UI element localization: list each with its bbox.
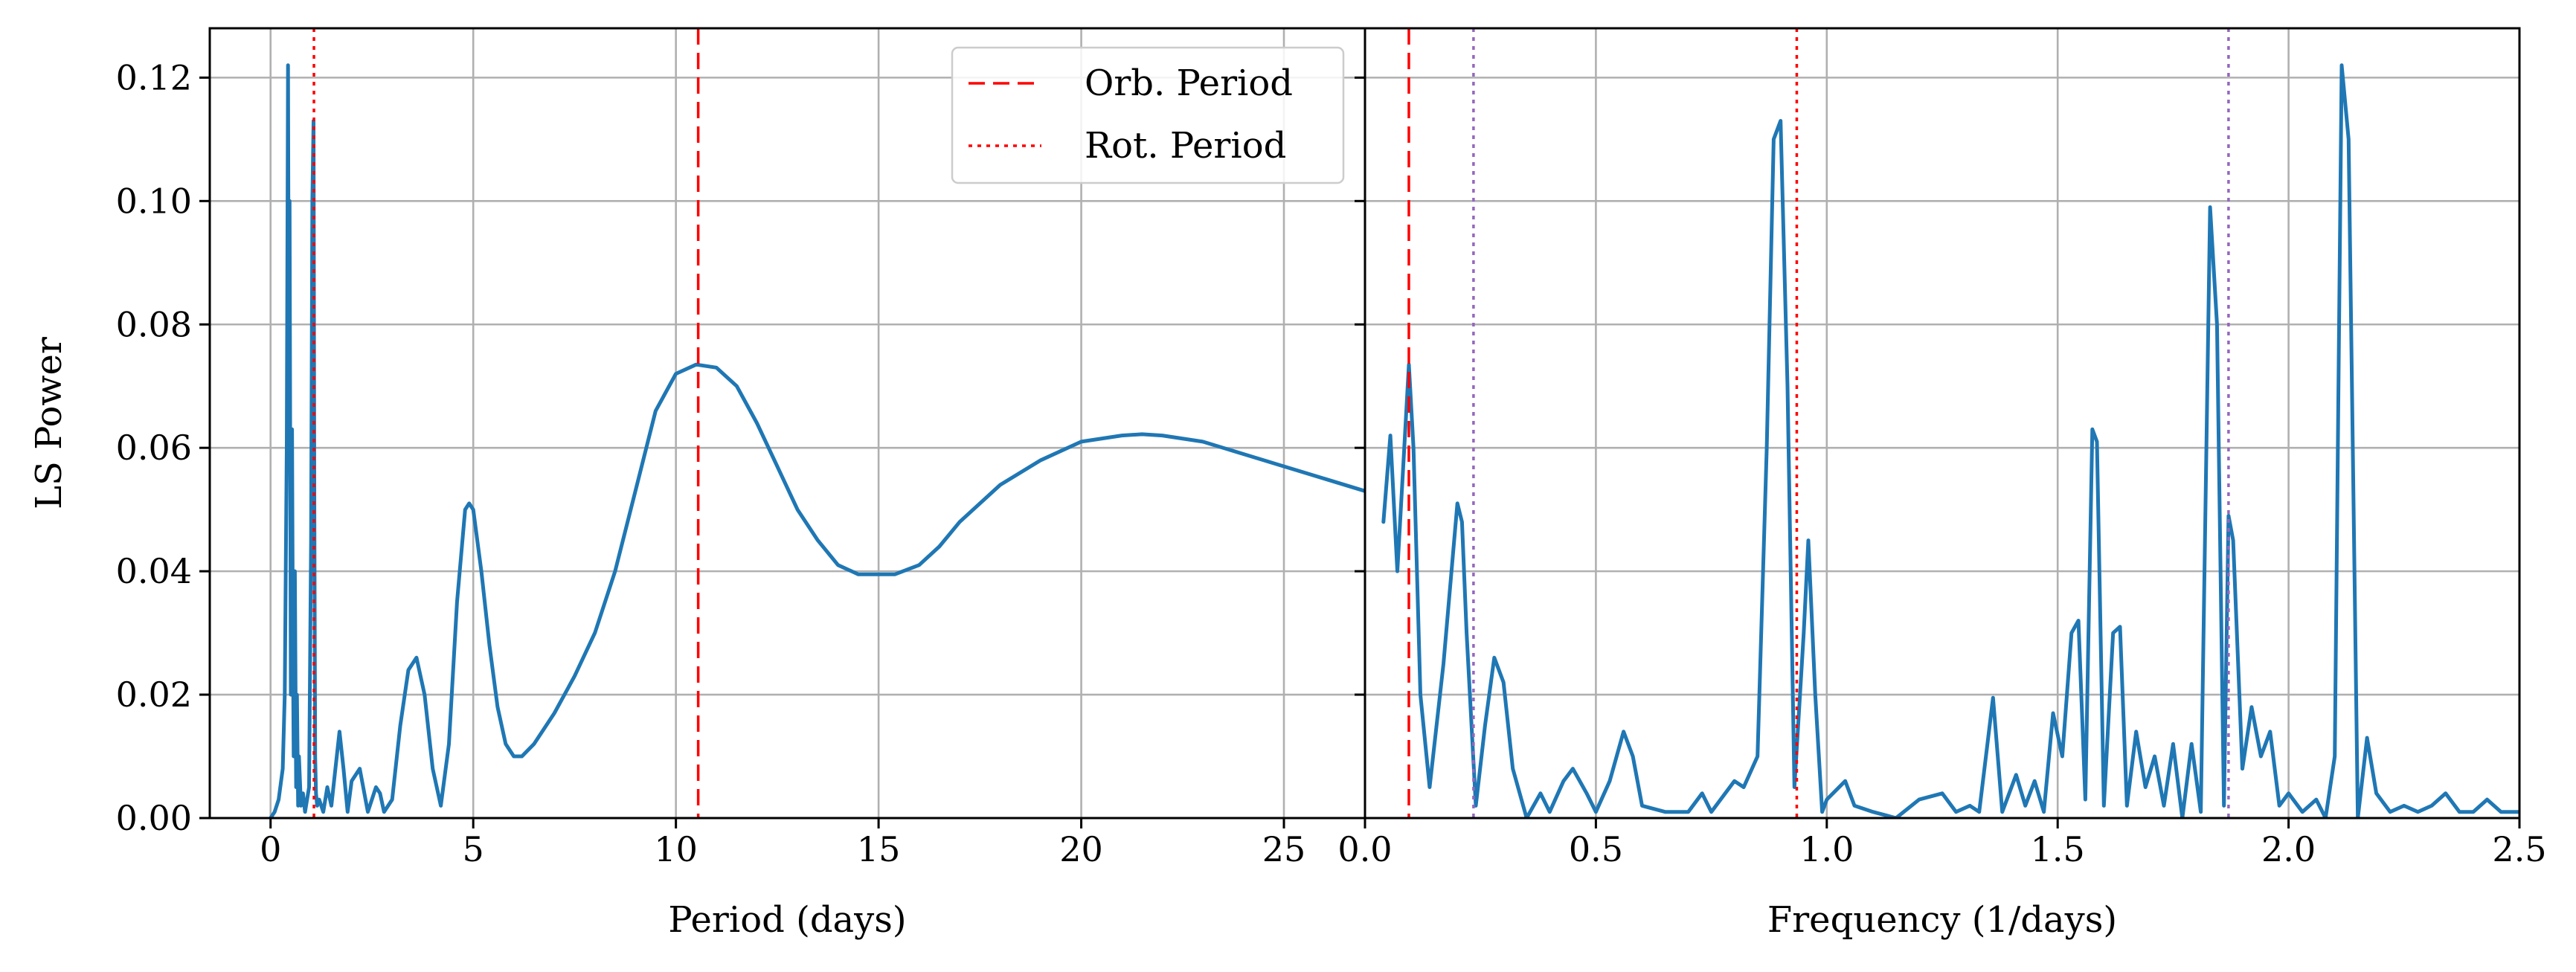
- frequency-series-group: [1381, 63, 2519, 818]
- frequency-vlines: [1407, 28, 2230, 818]
- legend: Orb. Period Rot. Period: [951, 46, 1345, 184]
- frequency-xtick-label-5: 2.5: [2492, 829, 2546, 869]
- period-xtick-label-2: 10: [654, 829, 698, 869]
- period-xtick-label-1: 5: [463, 829, 484, 869]
- frequency-power-line: [1381, 63, 2519, 818]
- period-xtick-label-3: 15: [857, 829, 901, 869]
- period-ytick-label-0: 0.00: [116, 798, 192, 838]
- period-x-axis-label: Period (days): [668, 899, 906, 941]
- frequency-y-ticks: [1355, 76, 1365, 820]
- frequency-xtick-label-1: 0.5: [1569, 829, 1623, 869]
- frequency-xtick-label-2: 1.0: [1799, 829, 1854, 869]
- period-ytick-label-3: 0.06: [116, 428, 192, 468]
- frequency-plot-frame: [1364, 27, 2521, 820]
- period-xtick-label-4: 20: [1059, 829, 1103, 869]
- legend-label-rot-period: Rot. Period: [1085, 125, 1286, 167]
- frequency-x-axis-label: Frequency (1/days): [1767, 899, 2117, 941]
- period-xtick-label-0: 0: [260, 829, 281, 869]
- legend-box: [951, 46, 1345, 184]
- period-y-ticks: 0.00 0.02 0.04 0.06 0.08 0.10 0.12: [116, 57, 210, 838]
- period-power-line: [269, 63, 1365, 818]
- period-ytick-label-1: 0.02: [116, 675, 192, 715]
- frequency-x-ticks: 0.0 0.5 1.0 1.5 2.0 2.5: [1337, 818, 2547, 869]
- frequency-xtick-label-0: 0.0: [1337, 829, 1392, 869]
- y-axis-label: LS Power: [28, 337, 70, 509]
- frequency-xtick-label-3: 1.5: [2031, 829, 2085, 869]
- legend-label-orb-period: Orb. Period: [1085, 62, 1293, 104]
- period-series-group: [269, 63, 1365, 818]
- frequency-grid: [1365, 28, 2519, 818]
- period-ytick-label-6: 0.12: [116, 57, 192, 97]
- period-ytick-label-5: 0.10: [116, 181, 192, 221]
- period-xtick-label-5: 25: [1262, 829, 1306, 869]
- period-x-ticks: 0 5 10 15 20 25: [260, 818, 1305, 869]
- period-ytick-label-4: 0.08: [116, 304, 192, 344]
- frequency-panel: 0.0 0.5 1.0 1.5 2.0 2.5 Frequency (1/days): [1337, 27, 2547, 941]
- period-ytick-label-2: 0.04: [116, 551, 192, 591]
- frequency-xtick-label-4: 2.0: [2261, 829, 2316, 869]
- period-vlines: [312, 28, 700, 818]
